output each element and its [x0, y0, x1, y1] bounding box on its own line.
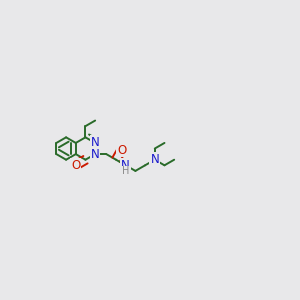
Text: H: H [122, 167, 129, 176]
Text: O: O [71, 159, 80, 172]
Text: N: N [91, 148, 100, 160]
Text: N: N [121, 159, 130, 172]
Text: N: N [150, 153, 159, 166]
Text: O: O [117, 143, 126, 157]
Text: N: N [91, 136, 100, 149]
